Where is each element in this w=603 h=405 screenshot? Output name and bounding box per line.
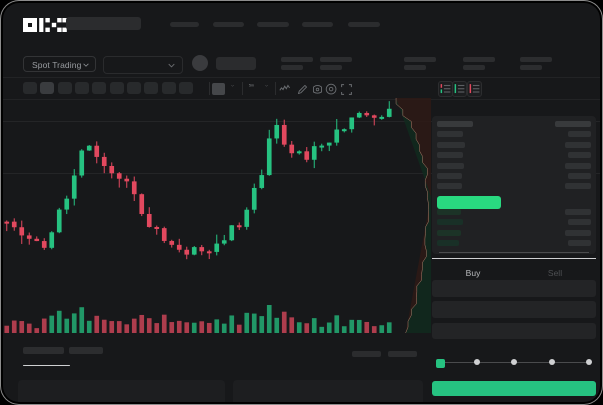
svg-text:5m: 5m: [249, 84, 254, 88]
